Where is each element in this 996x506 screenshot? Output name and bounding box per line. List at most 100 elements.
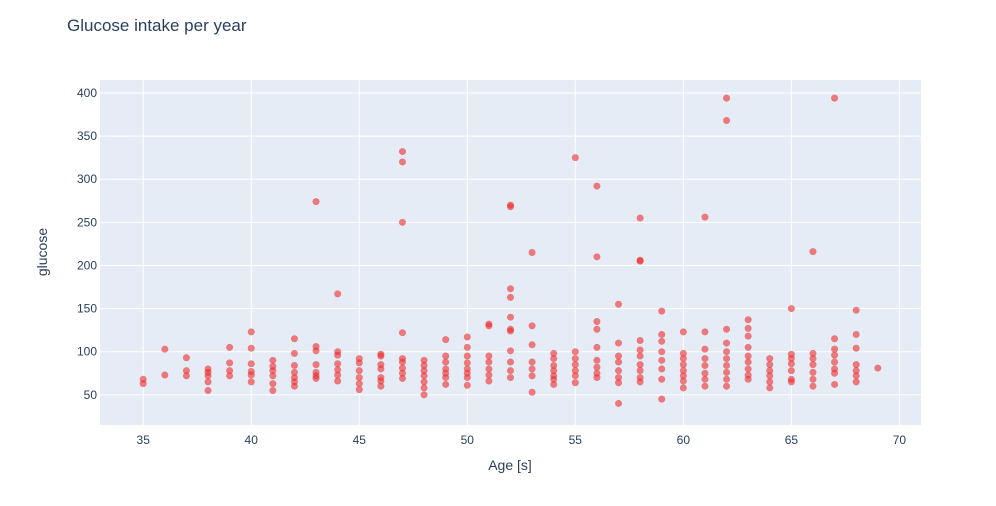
data-point [636, 336, 644, 344]
data-point [226, 372, 234, 380]
chart-title: Glucose intake per year [67, 16, 247, 35]
data-point [831, 380, 839, 388]
data-point [679, 372, 687, 380]
data-point [528, 249, 536, 256]
data-point [723, 117, 731, 125]
data-point [463, 333, 471, 341]
data-point [247, 360, 255, 368]
data-point [615, 358, 623, 366]
data-point [658, 307, 666, 315]
data-point [334, 290, 342, 298]
data-point [290, 368, 298, 376]
x-tick-label: 60 [677, 433, 691, 447]
data-points [139, 94, 882, 407]
data-point [528, 372, 536, 380]
data-point [442, 352, 450, 360]
data-point [420, 384, 428, 392]
data-point [507, 367, 514, 375]
data-point [226, 359, 234, 367]
data-point [377, 352, 385, 360]
data-point [701, 345, 709, 353]
data-point [831, 369, 839, 377]
data-point [723, 94, 731, 102]
data-point [744, 365, 752, 373]
data-point [615, 379, 623, 387]
y-axis-label: glucose [34, 228, 50, 276]
data-point [831, 351, 839, 359]
data-point [571, 367, 579, 375]
data-point [398, 218, 406, 226]
data-point [420, 361, 428, 369]
data-point [809, 248, 817, 256]
data-point [831, 358, 839, 366]
data-point [420, 367, 428, 375]
data-point [571, 154, 579, 162]
data-point [355, 367, 363, 375]
data-point [679, 384, 687, 392]
data-point [701, 328, 709, 336]
data-point [334, 360, 342, 368]
data-point [636, 257, 644, 265]
data-point [161, 345, 169, 353]
data-point [679, 377, 687, 385]
data-point [636, 214, 644, 222]
data-point [766, 361, 774, 369]
data-point [701, 369, 709, 377]
data-point [615, 367, 623, 375]
data-point [528, 365, 536, 373]
data-point [463, 381, 471, 389]
data-point [701, 213, 709, 221]
data-point [507, 358, 514, 366]
data-point [290, 335, 298, 343]
data-point [679, 328, 687, 336]
data-point [550, 361, 558, 369]
x-axis-label: Age [s] [488, 457, 532, 473]
data-point [615, 339, 623, 347]
data-point [290, 349, 298, 357]
data-point [247, 328, 255, 336]
data-point [809, 349, 817, 357]
data-point [787, 378, 795, 386]
data-point [852, 378, 860, 386]
data-point [334, 366, 342, 374]
data-point [485, 322, 493, 330]
data-point [290, 361, 298, 369]
data-point [831, 335, 839, 343]
data-point [161, 371, 169, 379]
data-point [355, 380, 363, 388]
data-point [442, 358, 450, 366]
data-point [615, 352, 623, 360]
data-point [831, 345, 839, 353]
data-point [593, 363, 601, 371]
data-point [723, 368, 731, 376]
data-point [723, 325, 731, 333]
data-point [852, 361, 860, 369]
data-point [398, 158, 406, 166]
data-point [204, 387, 212, 394]
data-point [615, 399, 623, 407]
data-point [485, 365, 493, 373]
data-point [377, 377, 385, 385]
data-point [485, 358, 493, 366]
data-point [550, 355, 558, 363]
data-point [507, 293, 514, 301]
data-point [636, 378, 644, 386]
data-point [701, 361, 709, 369]
data-point [593, 356, 601, 364]
data-point [290, 382, 298, 390]
data-point [377, 382, 385, 390]
y-tick-label: 100 [77, 345, 97, 359]
data-point [269, 380, 277, 388]
data-point [226, 343, 234, 351]
x-tick-label: 55 [569, 433, 583, 447]
data-point [463, 352, 471, 360]
data-point [377, 365, 385, 373]
y-tick-label: 300 [77, 172, 97, 186]
data-point [182, 372, 190, 380]
data-point [593, 374, 601, 382]
data-point [658, 365, 666, 373]
data-point [182, 367, 190, 375]
data-point [334, 351, 342, 359]
data-point [334, 371, 342, 379]
